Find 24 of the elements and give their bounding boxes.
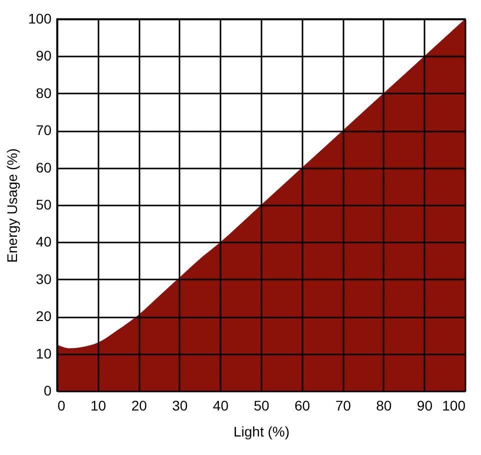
y-tick-label: 50 [36,196,52,212]
y-tick-label: 80 [36,84,52,101]
y-tick-label: 20 [36,308,52,324]
x-tick-label: 20 [131,398,148,414]
y-tick-label: 70 [36,122,52,138]
x-tick-label: 90 [416,398,433,414]
x-tick-label: 40 [212,398,229,414]
y-tick-label: 40 [36,234,52,250]
x-tick-label: 0 [58,398,66,414]
x-tick-label: 100 [442,398,466,414]
y-tick-label: 10 [36,345,52,362]
y-axis-title: Energy Usage (%) [4,148,20,263]
y-tick-label: 30 [36,270,52,287]
x-tick-label: 50 [254,398,270,414]
x-tick-label: 30 [172,398,188,414]
y-tick-label: 60 [36,159,52,176]
x-axis-title: Light (%) [233,424,290,440]
y-tick-label: 0 [44,382,52,398]
x-tick-label: 70 [335,398,352,414]
x-tick-label: 10 [90,398,106,414]
x-tick-label: 60 [294,398,310,414]
y-tick-label: 100 [28,10,52,26]
x-tick-label: 80 [376,398,392,414]
y-tick-label: 90 [36,48,52,64]
